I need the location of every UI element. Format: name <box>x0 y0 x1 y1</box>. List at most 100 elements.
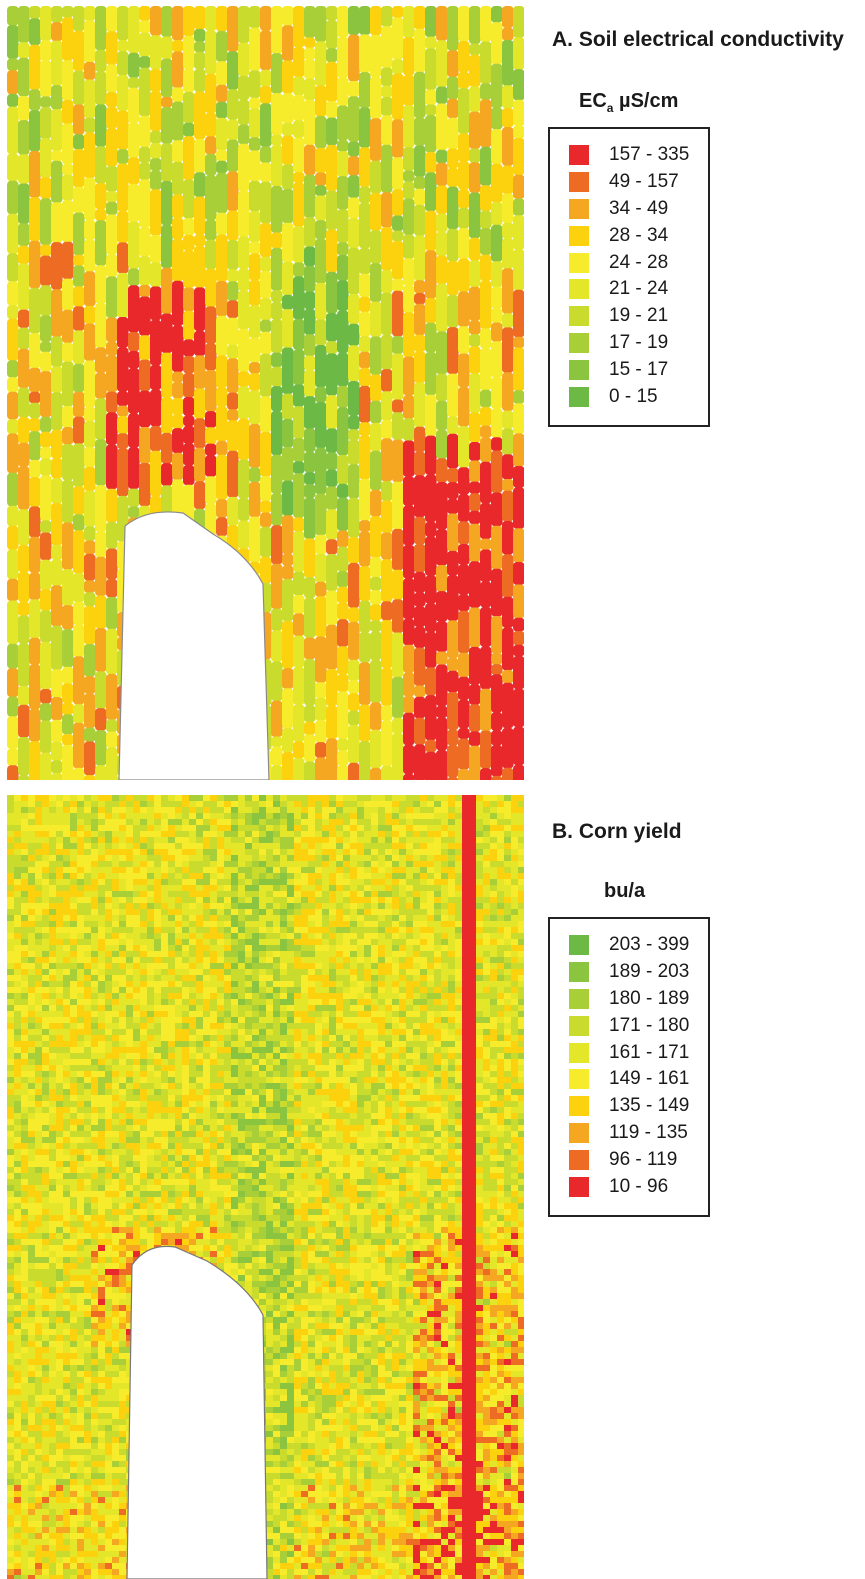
yield-cell <box>7 1137 15 1144</box>
yield-cell <box>35 957 43 964</box>
ec-cell <box>40 244 52 257</box>
yield-cell <box>105 1395 113 1402</box>
ec-cell <box>106 317 118 343</box>
ec-cell <box>51 719 63 743</box>
yield-cell <box>77 1395 85 1402</box>
yield-cell <box>140 987 148 994</box>
ec-cell <box>18 643 30 687</box>
ec-cell <box>337 6 349 38</box>
yield-cell <box>35 1311 43 1318</box>
yield-cell <box>196 1101 204 1108</box>
yield-cell <box>105 1461 113 1468</box>
yield-cell <box>91 1101 99 1108</box>
yield-cell <box>49 921 57 928</box>
yield-cell <box>119 1425 127 1432</box>
ec-cell <box>84 592 96 607</box>
yield-cell <box>42 1023 50 1030</box>
yield-cell <box>112 1425 120 1432</box>
ec-cell <box>260 353 272 397</box>
yield-cell <box>168 1053 176 1060</box>
ec-cell <box>7 765 19 780</box>
ec-cell <box>216 355 228 388</box>
yield-cell <box>49 1149 57 1156</box>
ec-cell <box>480 461 492 504</box>
ec-cell <box>73 104 85 135</box>
yield-cell <box>28 1455 36 1462</box>
ec-cell <box>73 601 85 626</box>
ec-map <box>7 6 524 780</box>
yield-cell <box>77 813 85 820</box>
yield-cell <box>112 1473 120 1480</box>
ec-cell <box>183 484 195 524</box>
ec-cell <box>403 356 415 396</box>
yield-cell <box>133 897 141 904</box>
legend-swatch <box>569 172 589 193</box>
yield-cell <box>21 1119 29 1126</box>
yield-cell <box>56 1275 64 1282</box>
yield-cell <box>98 1041 106 1048</box>
yield-cell <box>140 873 148 880</box>
yield-cell <box>28 909 36 916</box>
ec-cell <box>216 315 228 356</box>
yield-cell <box>84 1509 92 1516</box>
yield-cell <box>161 903 169 910</box>
ec-cell <box>392 189 404 217</box>
yield-cell <box>21 1479 29 1486</box>
ec-cell <box>447 228 459 262</box>
yield-cell <box>21 801 29 808</box>
ec-cell <box>271 661 283 702</box>
yield-cell <box>161 981 169 988</box>
yield-cell <box>154 795 162 802</box>
ec-cell <box>172 238 184 282</box>
yield-cell <box>35 1377 43 1384</box>
yield-cell <box>84 1503 92 1510</box>
ec-cell <box>458 467 470 495</box>
yield-cell <box>175 1221 183 1228</box>
yield-cell <box>105 1059 113 1066</box>
yield-cell <box>56 1089 64 1096</box>
yield-cell <box>196 987 204 994</box>
yield-cell <box>56 1293 64 1300</box>
yield-cell <box>161 1227 169 1234</box>
yield-cell <box>56 867 64 874</box>
yield-cell <box>28 1059 36 1066</box>
ec-cell <box>238 371 250 387</box>
ec-cell <box>315 282 327 320</box>
ec-cell <box>249 97 261 109</box>
ec-cell <box>194 172 206 198</box>
yield-cell <box>168 945 176 952</box>
yield-cell <box>28 1053 36 1060</box>
yield-cell <box>161 1209 169 1216</box>
ec-cell <box>381 6 393 27</box>
yield-cell <box>28 1407 36 1414</box>
ec-cell <box>205 343 217 371</box>
yield-cell <box>98 1485 106 1492</box>
yield-cell <box>70 849 78 856</box>
ec-cell <box>73 624 85 657</box>
ec-cell <box>337 139 349 152</box>
yield-cell <box>98 1257 106 1264</box>
yield-cell <box>112 945 120 952</box>
yield-cell <box>42 1569 50 1576</box>
yield-cell <box>154 981 162 988</box>
yield-cell <box>147 1047 155 1054</box>
yield-cell <box>112 1539 120 1546</box>
yield-cell <box>35 1569 43 1576</box>
yield-cell <box>35 855 43 862</box>
yield-cell <box>168 1107 176 1114</box>
yield-cell <box>98 1095 106 1102</box>
yield-cell <box>105 1155 113 1162</box>
ec-cell <box>304 497 316 539</box>
yield-cell <box>182 1167 190 1174</box>
yield-cell <box>21 1407 29 1414</box>
yield-cell <box>168 849 176 856</box>
ec-cell <box>29 150 41 198</box>
ec-cell <box>436 400 448 431</box>
ec-cell <box>18 545 30 573</box>
yield-cell <box>14 1161 22 1168</box>
yield-cell <box>21 879 29 886</box>
yield-cell <box>42 1287 50 1294</box>
yield-cell <box>140 1101 148 1108</box>
ec-cell <box>447 76 459 100</box>
yield-cell <box>119 1185 127 1192</box>
